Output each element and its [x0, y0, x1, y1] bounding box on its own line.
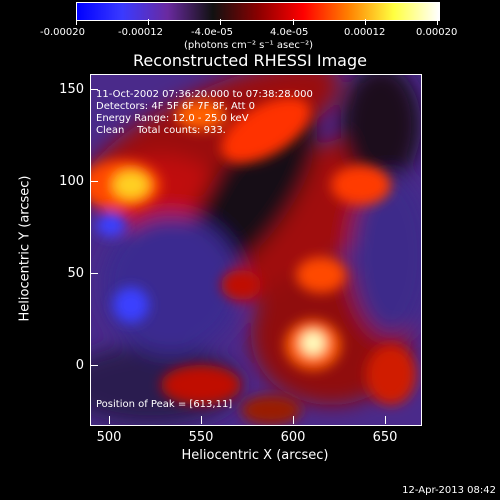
peak-position: Position of Peak = [613,11] [96, 399, 233, 410]
x-axis-label: Heliocentric X (arcsec) [181, 448, 329, 463]
y-tick-label: 0 [75, 358, 84, 373]
annotation-detectors: Detectors: 4F 5F 6F 7F 8F, Att 0 [96, 101, 256, 112]
x-tick-label: 650 [372, 430, 398, 445]
colorbar [76, 2, 440, 21]
colorbar-tick-label: 4.0e-05 [270, 27, 309, 38]
x-tick-label: 500 [96, 430, 122, 445]
colorbar-tick-label: -0.00020 [40, 27, 85, 38]
x-tick-label: 600 [280, 430, 306, 445]
y-tick-label: 150 [59, 82, 84, 97]
footer-timestamp: 12-Apr-2013 08:42 [402, 485, 496, 496]
image-frame [90, 74, 422, 426]
colorbar-tick-label: -4.0e-05 [191, 27, 233, 38]
colorbar-unit: (photons cm⁻² s⁻¹ asec⁻²) [184, 40, 314, 51]
y-tick-label: 100 [59, 174, 84, 189]
annotation-energy-range: Energy Range: 12.0 - 25.0 keV [96, 113, 249, 124]
colorbar-tick-label: 0.00020 [416, 27, 458, 38]
colorbar-ticks [0, 19, 500, 27]
y-axis-label: Heliocentric Y (arcsec) [17, 175, 33, 322]
rhessi-image [91, 75, 421, 425]
colorbar-tick-label: 0.00012 [344, 27, 386, 38]
colorbar-tick-label: -0.00012 [118, 27, 163, 38]
y-tick-label: 50 [67, 266, 84, 281]
annotation-time-range: 11-Oct-2002 07:36:20.000 to 07:38:28.000 [96, 89, 313, 100]
annotation-clean-counts: Clean Total counts: 933. [96, 125, 226, 136]
colorbar-gradient [77, 3, 439, 20]
x-tick-label: 550 [188, 430, 214, 445]
plot-title: Reconstructed RHESSI Image [133, 51, 367, 70]
